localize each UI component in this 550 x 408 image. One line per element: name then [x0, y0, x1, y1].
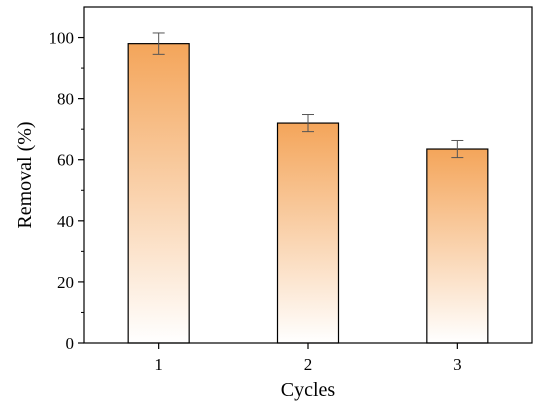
x-tick-label: 2: [304, 355, 313, 374]
error-bar-2: [302, 114, 314, 133]
bar-1: [127, 43, 190, 344]
y-axis-label: Removal (%): [14, 121, 36, 228]
bar-3: [426, 148, 489, 344]
y-tick-label: 20: [57, 273, 74, 292]
y-tick-label: 60: [57, 151, 74, 170]
x-tick-label: 1: [154, 355, 163, 374]
error-bar-3: [451, 139, 464, 159]
x-tick-label: 3: [453, 355, 462, 374]
y-tick-label: 80: [57, 90, 74, 109]
x-axis: 1 2 3: [154, 343, 462, 374]
bars-layer: [127, 43, 489, 344]
x-axis-label: Cycles: [281, 379, 336, 401]
error-bar-1: [152, 32, 165, 55]
y-axis: 0 20 40 60 80 100: [49, 29, 84, 353]
error-bars-layer: [152, 32, 464, 159]
y-tick-label: 100: [49, 29, 75, 48]
y-tick-label: 0: [66, 334, 75, 353]
y-tick-label: 40: [57, 212, 74, 231]
bar-2: [276, 122, 340, 344]
